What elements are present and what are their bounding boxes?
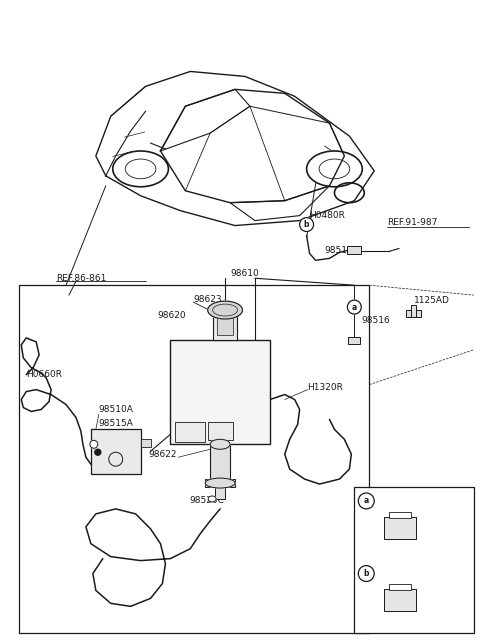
Ellipse shape: [90, 440, 98, 448]
Text: 98610: 98610: [230, 269, 259, 278]
Text: 98520C: 98520C: [190, 496, 225, 505]
Text: 81199: 81199: [380, 496, 409, 505]
Bar: [384, 517, 416, 539]
Text: 98620: 98620: [157, 311, 186, 320]
Circle shape: [95, 449, 101, 455]
Bar: [406, 310, 421, 317]
Text: H0480R: H0480R: [310, 211, 346, 220]
Bar: [91, 429, 141, 474]
Circle shape: [300, 218, 313, 232]
Text: b: b: [304, 220, 310, 229]
Text: a: a: [352, 302, 357, 311]
Bar: [384, 589, 416, 611]
Bar: [19, 285, 369, 633]
Text: REF.91-987: REF.91-987: [387, 218, 437, 227]
Circle shape: [358, 566, 374, 582]
Text: 98515A: 98515A: [99, 419, 134, 428]
Bar: [205, 479, 235, 487]
Ellipse shape: [113, 151, 168, 187]
Bar: [170, 340, 270, 444]
Text: 98516: 98516: [324, 246, 353, 255]
Circle shape: [358, 493, 374, 509]
Bar: [389, 512, 411, 518]
Bar: [175, 422, 205, 442]
Text: REF.86-861: REF.86-861: [56, 273, 107, 282]
Bar: [208, 422, 233, 440]
Text: 98622: 98622: [148, 450, 177, 459]
Bar: [141, 439, 151, 447]
Bar: [210, 444, 230, 479]
Bar: [217, 310, 233, 335]
Bar: [213, 310, 237, 340]
Ellipse shape: [205, 478, 235, 488]
Text: a: a: [364, 496, 369, 505]
Bar: [348, 337, 360, 344]
Ellipse shape: [208, 496, 216, 502]
Bar: [389, 584, 411, 591]
Text: 98516: 98516: [361, 315, 390, 324]
Text: 98661G: 98661G: [380, 569, 416, 578]
Bar: [215, 487, 225, 499]
Circle shape: [348, 300, 361, 314]
Text: 1125AD: 1125AD: [414, 295, 450, 304]
Bar: [411, 305, 416, 317]
Ellipse shape: [307, 151, 362, 187]
Text: H0660R: H0660R: [26, 370, 62, 379]
Ellipse shape: [208, 301, 242, 319]
Bar: [348, 247, 361, 254]
Text: 98510A: 98510A: [99, 405, 134, 414]
Ellipse shape: [335, 183, 364, 203]
Text: H1320R: H1320R: [308, 383, 344, 392]
Ellipse shape: [210, 439, 230, 449]
Text: b: b: [363, 569, 369, 578]
Bar: [354, 487, 474, 633]
Text: 98623: 98623: [193, 295, 222, 304]
